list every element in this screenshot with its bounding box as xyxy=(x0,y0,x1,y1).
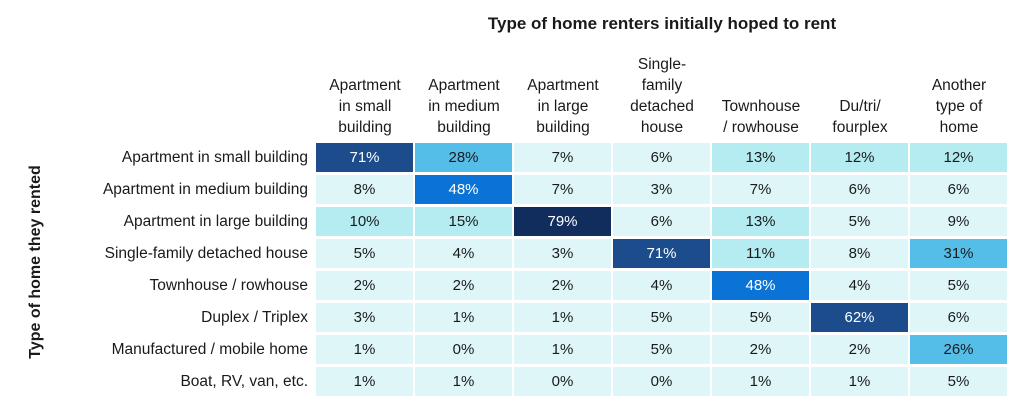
heatmap-cell: 0% xyxy=(415,335,512,364)
heatmap-cell: 7% xyxy=(514,175,611,204)
heatmap-cell: 0% xyxy=(613,367,710,396)
heatmap-cell: 31% xyxy=(910,239,1007,268)
column-header: Another type of home xyxy=(931,77,987,136)
heatmap-cell: 2% xyxy=(415,271,512,300)
heatmap-cell: 13% xyxy=(712,207,809,236)
heatmap-cell: 5% xyxy=(613,303,710,332)
row-header: Boat, RV, van, etc. xyxy=(180,373,308,390)
row-header: Apartment in medium building xyxy=(102,181,308,198)
column-header: Du/tri/ fourplex xyxy=(832,98,888,136)
heatmap-cell: 6% xyxy=(613,143,710,172)
heatmap-cell: 12% xyxy=(811,143,908,172)
heatmap-cell: 8% xyxy=(811,239,908,268)
column-header: Apartment in medium building xyxy=(428,77,500,136)
heatmap-cell: 6% xyxy=(613,207,710,236)
heatmap-cell: 48% xyxy=(415,175,512,204)
heatmap-cell: 79% xyxy=(514,207,611,236)
heatmap-cell: 5% xyxy=(910,271,1007,300)
heatmap-cell: 2% xyxy=(811,335,908,364)
row-header: Townhouse / rowhouse xyxy=(149,277,308,294)
heatmap-cell: 5% xyxy=(712,303,809,332)
heatmap-cell: 1% xyxy=(316,367,413,396)
heatmap-cell: 1% xyxy=(316,335,413,364)
column-header: Apartment in small building xyxy=(329,77,401,136)
column-axis-title: Type of home renters initially hoped to … xyxy=(487,14,837,33)
heatmap-cell: 9% xyxy=(910,207,1007,236)
heatmap-cell: 11% xyxy=(712,239,809,268)
heatmap-cell: 1% xyxy=(415,303,512,332)
heatmap-cell: 1% xyxy=(415,367,512,396)
row-header: Single-family detached house xyxy=(104,245,308,262)
heatmap-cell: 1% xyxy=(514,303,611,332)
heatmap-cell: 2% xyxy=(514,271,611,300)
heatmap-cell: 26% xyxy=(910,335,1007,364)
heatmap-cell: 6% xyxy=(910,175,1007,204)
heatmap-cell: 12% xyxy=(910,143,1007,172)
heatmap-cell: 4% xyxy=(811,271,908,300)
heatmap-cell: 8% xyxy=(316,175,413,204)
row-header: Apartment in small building xyxy=(121,149,308,166)
heatmap-cell: 28% xyxy=(415,143,512,172)
row-header: Duplex / Triplex xyxy=(201,309,308,326)
column-header: Single- family detached house xyxy=(630,56,694,136)
heatmap-cell: 2% xyxy=(712,335,809,364)
column-header: Apartment in large building xyxy=(527,77,599,136)
heatmap-cell: 1% xyxy=(712,367,809,396)
heatmap-cell: 3% xyxy=(514,239,611,268)
heatmap-cell: 7% xyxy=(712,175,809,204)
heatmap-cell: 2% xyxy=(316,271,413,300)
heatmap-cell: 4% xyxy=(613,271,710,300)
heatmap-cell: 15% xyxy=(415,207,512,236)
heatmap-cell: 4% xyxy=(415,239,512,268)
heatmap-cell: 5% xyxy=(316,239,413,268)
column-header: Townhouse / rowhouse xyxy=(721,98,801,136)
heatmap-cell: 71% xyxy=(316,143,413,172)
heatmap-cell: 1% xyxy=(811,367,908,396)
heatmap-cell: 48% xyxy=(712,271,809,300)
heatmap-cell: 71% xyxy=(613,239,710,268)
heatmap-cell: 5% xyxy=(613,335,710,364)
heatmap-cell: 7% xyxy=(514,143,611,172)
heatmap-cell: 0% xyxy=(514,367,611,396)
heatmap-cell: 10% xyxy=(316,207,413,236)
heatmap-cell: 62% xyxy=(811,303,908,332)
heatmap-cell: 5% xyxy=(811,207,908,236)
row-header: Manufactured / mobile home xyxy=(111,341,308,358)
heatmap-cell: 6% xyxy=(910,303,1007,332)
heatmap-cell: 6% xyxy=(811,175,908,204)
heatmap-cell: 13% xyxy=(712,143,809,172)
row-header: Apartment in large building xyxy=(123,213,308,230)
heatmap-cell: 5% xyxy=(910,367,1007,396)
heatmap-cell: 1% xyxy=(514,335,611,364)
heatmap-cell: 3% xyxy=(613,175,710,204)
heatmap-cell: 3% xyxy=(316,303,413,332)
